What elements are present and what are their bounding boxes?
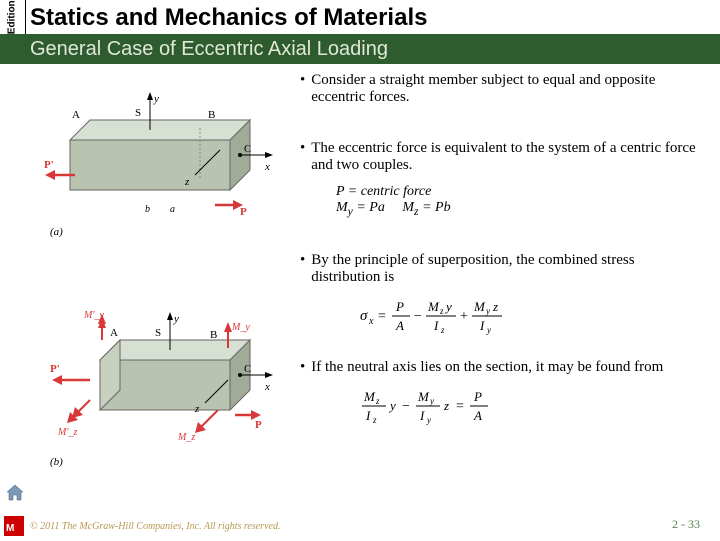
svg-text:C: C: [244, 363, 251, 375]
svg-text:z: z: [439, 306, 444, 316]
svg-text:A: A: [395, 318, 404, 333]
svg-text:=: =: [456, 399, 464, 414]
formula-neutral: M z I z y − M y I y z = P A: [360, 386, 700, 431]
svg-text:z: z: [184, 176, 190, 188]
svg-text:y: y: [444, 299, 452, 314]
svg-text:C: C: [244, 143, 251, 155]
svg-text:y: y: [485, 306, 490, 316]
svg-text:y: y: [429, 396, 434, 406]
svg-text:P: P: [240, 206, 247, 218]
svg-text:M: M: [6, 523, 14, 534]
svg-text:I: I: [433, 318, 439, 333]
formula-stress: σ x = P A − M z y I z + M y z I y: [360, 296, 700, 341]
svg-text:B: B: [208, 109, 215, 121]
svg-text:z: z: [375, 396, 380, 406]
svg-text:M: M: [473, 299, 486, 314]
publisher-logo: M: [4, 516, 24, 536]
svg-text:M'_y: M'_y: [83, 310, 104, 321]
bullet-1-text: Consider a straight member subject to eq…: [311, 72, 700, 106]
copyright: © 2011 The McGraw-Hill Companies, Inc. A…: [30, 521, 280, 532]
svg-text:M: M: [417, 389, 430, 404]
svg-text:(b): (b): [50, 456, 63, 468]
svg-text:A: A: [473, 408, 482, 423]
bullet-mark: •: [300, 72, 305, 106]
section-title: General Case of Eccentric Axial Loading: [30, 38, 388, 61]
svg-text:−: −: [414, 309, 422, 324]
svg-text:z: z: [194, 403, 200, 415]
svg-text:z: z: [440, 325, 445, 335]
svg-text:x: x: [264, 161, 270, 173]
svg-text:σ: σ: [360, 308, 368, 324]
svg-text:I: I: [365, 408, 371, 423]
svg-text:=: =: [378, 309, 386, 324]
formula-1b: My = Pa Mz = Pb: [336, 200, 700, 218]
bullet-1: • Consider a straight member subject to …: [300, 72, 700, 106]
content-column: • Consider a straight member subject to …: [300, 72, 700, 441]
page-number: 2 - 33: [672, 517, 700, 532]
home-icon[interactable]: [4, 482, 26, 504]
svg-text:z: z: [492, 299, 498, 314]
svg-text:z: z: [443, 398, 449, 413]
svg-text:P: P: [473, 389, 482, 404]
svg-text:y: y: [486, 325, 491, 335]
bullet-4: • If the neutral axis lies on the sectio…: [300, 359, 700, 376]
svg-text:S: S: [135, 107, 141, 119]
figure-a: y z x C a b P' P A S B (a): [40, 80, 280, 260]
bullet-4-text: If the neutral axis lies on the section,…: [311, 359, 663, 376]
page-title: Statics and Mechanics of Materials: [30, 4, 427, 32]
svg-text:y: y: [173, 313, 179, 325]
svg-text:S: S: [155, 327, 161, 339]
bullet-mark: •: [300, 359, 305, 376]
svg-text:P: P: [395, 299, 404, 314]
svg-text:(a): (a): [50, 226, 63, 238]
formula-1a: P = centric force: [336, 184, 700, 200]
bullet-mark: •: [300, 252, 305, 286]
svg-text:I: I: [419, 408, 425, 423]
svg-text:y: y: [426, 415, 431, 425]
svg-text:P: P: [255, 419, 262, 431]
svg-text:M'_z: M'_z: [57, 427, 77, 438]
svg-text:P': P': [50, 363, 60, 375]
svg-text:x: x: [368, 316, 374, 327]
svg-text:a: a: [170, 204, 175, 215]
figure-b: y x z C M'_y P' M'_z M_y M_z: [40, 300, 280, 480]
svg-text:M_z: M_z: [177, 432, 195, 443]
svg-text:y: y: [153, 93, 159, 105]
svg-text:b: b: [145, 204, 150, 215]
svg-text:P': P': [44, 159, 54, 171]
bullet-3-text: By the principle of superposition, the c…: [311, 252, 700, 286]
svg-text:−: −: [402, 399, 410, 414]
svg-text:A: A: [110, 327, 118, 339]
svg-text:+: +: [460, 309, 468, 324]
bullet-mark: •: [300, 140, 305, 174]
bullet-3: • By the principle of superposition, the…: [300, 252, 700, 286]
svg-text:z: z: [372, 415, 377, 425]
bullet-2-text: The eccentric force is equivalent to the…: [311, 140, 700, 174]
svg-text:y: y: [388, 398, 396, 413]
section-bar: General Case of Eccentric Axial Loading: [0, 34, 720, 64]
formula-1: P = centric force My = Pa Mz = Pb: [336, 184, 700, 218]
svg-text:A: A: [72, 109, 80, 121]
svg-text:x: x: [264, 381, 270, 393]
svg-text:M: M: [363, 389, 376, 404]
bullet-2: • The eccentric force is equivalent to t…: [300, 140, 700, 174]
svg-text:M_y: M_y: [231, 322, 250, 333]
svg-text:B: B: [210, 329, 217, 341]
svg-text:M: M: [427, 299, 440, 314]
svg-text:I: I: [479, 318, 485, 333]
